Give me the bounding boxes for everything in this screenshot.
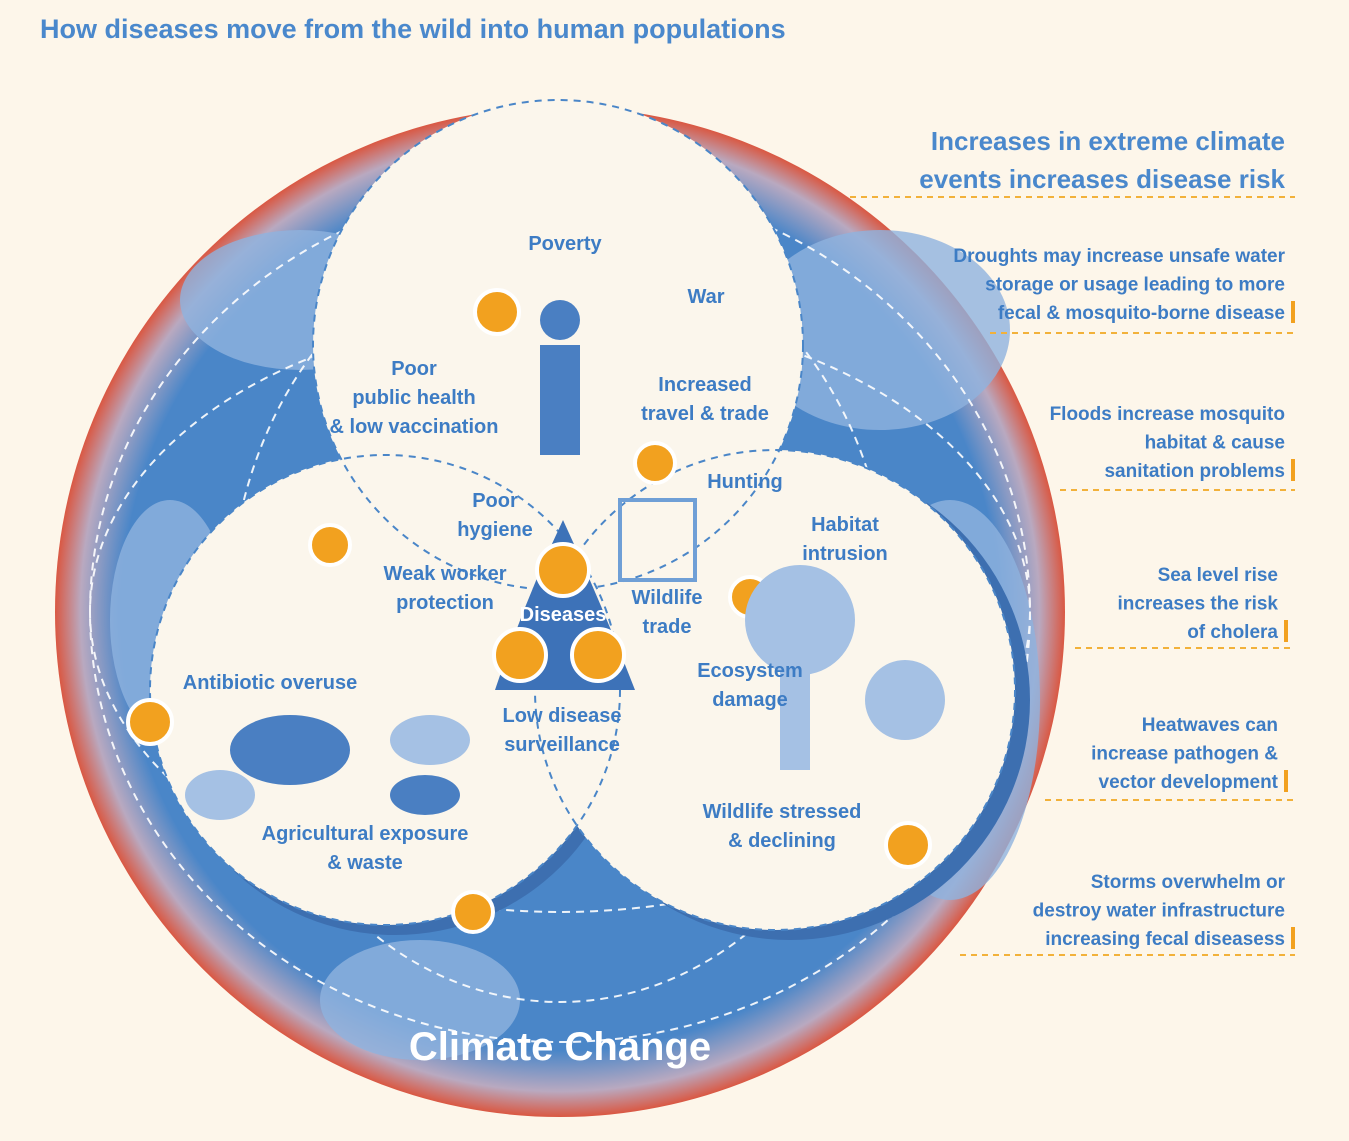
agriculture-label: Antibiotic overuse (183, 672, 357, 694)
label-line: Floods increase mosquito (1050, 404, 1285, 425)
panel-item: Droughts may increase unsafe water storag… (953, 246, 1285, 324)
panel-bar (1284, 620, 1288, 642)
label-line: protection (396, 592, 494, 614)
wildlife-label: Ecosystem damage (697, 660, 803, 711)
label-line: Heatwaves can (1142, 715, 1278, 736)
label-line: Agricultural exposure (262, 823, 469, 845)
human-label: Poverty (528, 233, 602, 255)
wildlife-label: Wildlife stressed & declining (703, 801, 862, 852)
label-line: storage or usage leading to more (985, 275, 1285, 296)
panel-heading: Increases in extreme climate events incre… (919, 126, 1285, 194)
center-label: Diseases (520, 604, 607, 626)
label-line: War (687, 286, 724, 308)
label-line: Antibiotic overuse (183, 672, 357, 694)
label-line: damage (712, 689, 788, 711)
panel-item: Floods increase mosquito habitat & cause s… (1050, 404, 1285, 482)
overlap-label: Low disease surveillance (503, 705, 622, 756)
label-line: increasing fecal diseasess (1045, 929, 1285, 950)
overlap-label: Wildlife trade (632, 587, 703, 638)
label-line: Sea level rise (1158, 565, 1278, 586)
label-line: Poor (472, 490, 518, 512)
agriculture-label: Agricultural exposure & waste (262, 823, 469, 874)
overlap-label: Poor hygiene (457, 490, 533, 541)
label-line: vector development (1099, 772, 1279, 793)
label-line: Increased (658, 374, 751, 396)
label-line: Increases in extreme climate (931, 126, 1285, 156)
label-line: of cholera (1187, 622, 1278, 643)
label-line: Poverty (528, 233, 602, 255)
venn (126, 99, 1030, 940)
panel-bar (1291, 301, 1295, 323)
label-line: Wildlife (632, 587, 703, 609)
panel-rules (850, 196, 1295, 956)
label-line: Hunting (707, 471, 783, 493)
label-line: events increases disease risk (919, 164, 1285, 194)
label-line: Weak worker (383, 563, 506, 585)
label-line: Habitat (811, 514, 879, 536)
label-line: Low disease (503, 705, 622, 727)
panel-item: Sea level rise increases the risk of chole… (1117, 565, 1278, 643)
label-line: Droughts may increase unsafe water (953, 246, 1285, 267)
overlap-label: Weak worker protection (383, 563, 506, 614)
label-line: hygiene (457, 519, 533, 541)
label-line: habitat & cause (1145, 433, 1285, 454)
label-line: & low vaccination (330, 416, 499, 438)
label-line: & declining (728, 830, 836, 852)
label-line: Storms overwhelm or (1091, 872, 1286, 893)
label-line: Wildlife stressed (703, 801, 862, 823)
panel-item: Storms overwhelm or destroy water infrast… (1033, 872, 1286, 950)
label-line: increase pathogen & (1091, 744, 1278, 765)
label-line: & waste (327, 852, 403, 874)
globe-label: Climate Change (409, 1025, 711, 1069)
label-line: intrusion (802, 543, 888, 565)
overlap-label: Hunting (707, 471, 783, 493)
label-line: trade (643, 616, 692, 638)
wildlife-label: Habitat intrusion (802, 514, 888, 565)
label-line: public health (352, 387, 475, 409)
human-label: Increased travel & trade (641, 374, 769, 425)
label-line: sanitation problems (1104, 461, 1285, 482)
human-label: Poor public health & low vaccination (330, 358, 499, 438)
label-line: increases the risk (1117, 594, 1278, 615)
label-line: destroy water infrastructure (1033, 901, 1285, 922)
panel-item: Heatwaves can increase pathogen & vector d… (1091, 715, 1279, 793)
panel-bar (1291, 927, 1295, 949)
label-line: travel & trade (641, 403, 769, 425)
label-line: Poor (391, 358, 437, 380)
label-line: fecal & mosquito-borne disease (998, 303, 1285, 324)
label-line: Ecosystem (697, 660, 803, 682)
label-line: surveillance (504, 734, 620, 756)
panel-bar (1291, 459, 1295, 481)
title: How diseases move from the wild into hum… (40, 14, 786, 44)
panel-bar (1284, 770, 1288, 792)
human-label: War (687, 286, 724, 308)
